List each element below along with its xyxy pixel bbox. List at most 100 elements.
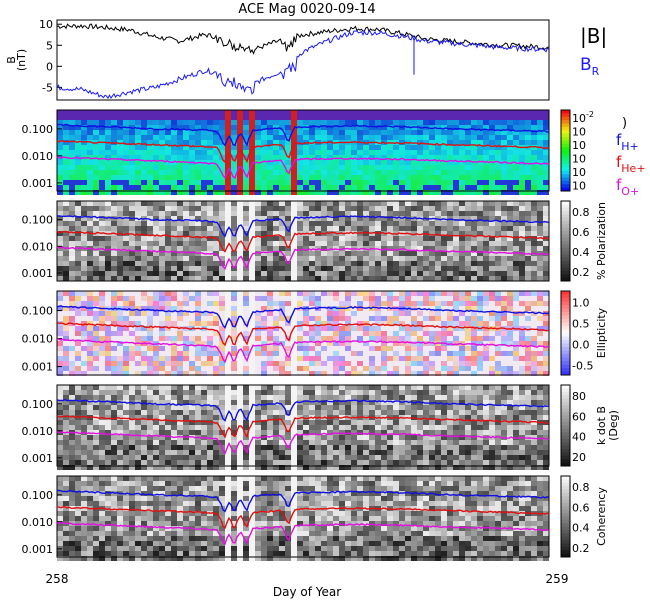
spectrogram-cell <box>207 351 213 356</box>
spectrogram-cell <box>435 316 441 321</box>
spectrogram-cell <box>501 236 507 241</box>
spectrogram-cell <box>363 175 369 180</box>
spectrogram-cell <box>309 361 315 366</box>
spectrogram-cell <box>543 351 549 356</box>
spectrogram-cell <box>495 165 501 170</box>
spectrogram-cell <box>291 321 297 326</box>
spectrogram-cell <box>273 206 279 211</box>
spectrogram-cell <box>165 236 171 241</box>
spectrogram-cell <box>363 256 369 261</box>
spectrogram-cell <box>99 465 105 470</box>
spectrogram-cell <box>201 445 207 450</box>
spectrogram-cell <box>489 301 495 306</box>
spectrogram-cell <box>189 415 195 420</box>
spectrogram-cell <box>537 346 543 351</box>
spectrogram-cell <box>93 321 99 326</box>
spectrogram-cell <box>93 420 99 425</box>
spectrogram-cell <box>345 150 351 155</box>
spectrogram-cell <box>339 271 345 276</box>
spectrogram-cell <box>357 336 363 341</box>
spectrogram-cell <box>99 430 105 435</box>
spectrogram-cell <box>411 155 417 160</box>
spectrogram-cell <box>405 165 411 170</box>
spectrogram-cell <box>309 430 315 435</box>
spectrogram-cell <box>111 405 117 410</box>
spectrogram-cell <box>351 185 357 190</box>
spectrogram-cell <box>279 415 285 420</box>
spectrogram-cell <box>477 155 483 160</box>
spectrogram-cell <box>267 440 273 445</box>
spectrogram-cell <box>417 211 423 216</box>
spectrogram-cell <box>99 226 105 231</box>
spectrogram-cell <box>411 150 417 155</box>
spectrogram-cell <box>93 445 99 450</box>
spectrogram-cell <box>405 150 411 155</box>
spectrogram-cell <box>435 351 441 356</box>
spectrogram-cell <box>225 110 231 115</box>
spectrogram-cell <box>105 301 111 306</box>
spectrogram-cell <box>285 366 291 371</box>
spectrogram-cell <box>519 135 525 140</box>
spectrogram-cell <box>297 311 303 316</box>
spectrogram-cell <box>93 261 99 266</box>
spectrogram-cell <box>531 211 537 216</box>
spectrogram-cell <box>357 236 363 241</box>
spectrogram-cell <box>531 140 537 145</box>
spectrogram-cell <box>219 316 225 321</box>
spectrogram-cell <box>123 346 129 351</box>
spectrogram-cell <box>321 316 327 321</box>
freq-y-tick-label: 0.001 <box>22 361 54 374</box>
spectrogram-cell <box>321 371 327 376</box>
spectrogram-cell <box>57 120 63 125</box>
spectrogram-cell <box>153 321 159 326</box>
spectrogram-cell <box>165 110 171 115</box>
spectrogram-cell <box>99 311 105 316</box>
spectrogram-cell <box>513 140 519 145</box>
spectrogram-cell <box>171 135 177 140</box>
spectrogram-cell <box>171 366 177 371</box>
spectrogram-cell <box>333 135 339 140</box>
spectrogram-cell <box>393 110 399 115</box>
spectrogram-cell <box>339 130 345 135</box>
spectrogram-cell <box>315 405 321 410</box>
spectrogram-cell <box>111 465 117 470</box>
spectrogram-cell <box>159 385 165 390</box>
spectrogram-cell <box>441 271 447 276</box>
spectrogram-cell <box>225 185 231 190</box>
spectrogram-cell <box>411 170 417 175</box>
spectrogram-cell <box>309 450 315 455</box>
spectrogram-cell <box>375 266 381 271</box>
spectrogram-cell <box>177 440 183 445</box>
spectrogram-cell <box>81 460 87 465</box>
spectrogram-cell <box>123 301 129 306</box>
spectrogram-cell <box>219 216 225 221</box>
spectrogram-cell <box>81 261 87 266</box>
spectrogram-cell <box>525 331 531 336</box>
spectrogram-cell <box>513 271 519 276</box>
spectrogram-cell <box>75 465 81 470</box>
spectrogram-cell <box>459 246 465 251</box>
spectrogram-cell <box>183 291 189 296</box>
spectrogram-cell <box>153 261 159 266</box>
spectrogram-cell <box>153 125 159 130</box>
spectrogram-cell <box>327 301 333 306</box>
spectrogram-cell <box>357 206 363 211</box>
spectrogram-cell <box>405 301 411 306</box>
spectrogram-cell <box>369 130 375 135</box>
spectrogram-cell <box>309 170 315 175</box>
spectrogram-cell <box>543 185 549 190</box>
spectrogram-cell <box>231 221 237 226</box>
spectrogram-cell <box>141 351 147 356</box>
spectrogram-cell <box>153 190 159 195</box>
spectrogram-cell <box>519 110 525 115</box>
spectrogram-cell <box>129 366 135 371</box>
spectrogram-cell <box>171 371 177 376</box>
spectrogram-cell <box>63 291 69 296</box>
spectrogram-cell <box>399 361 405 366</box>
spectrogram-cell <box>273 145 279 150</box>
spectrogram-cell <box>513 206 519 211</box>
spectrogram-cell <box>213 165 219 170</box>
spectrogram-cell <box>477 211 483 216</box>
spectrogram-cell <box>495 366 501 371</box>
spectrogram-cell <box>135 271 141 276</box>
